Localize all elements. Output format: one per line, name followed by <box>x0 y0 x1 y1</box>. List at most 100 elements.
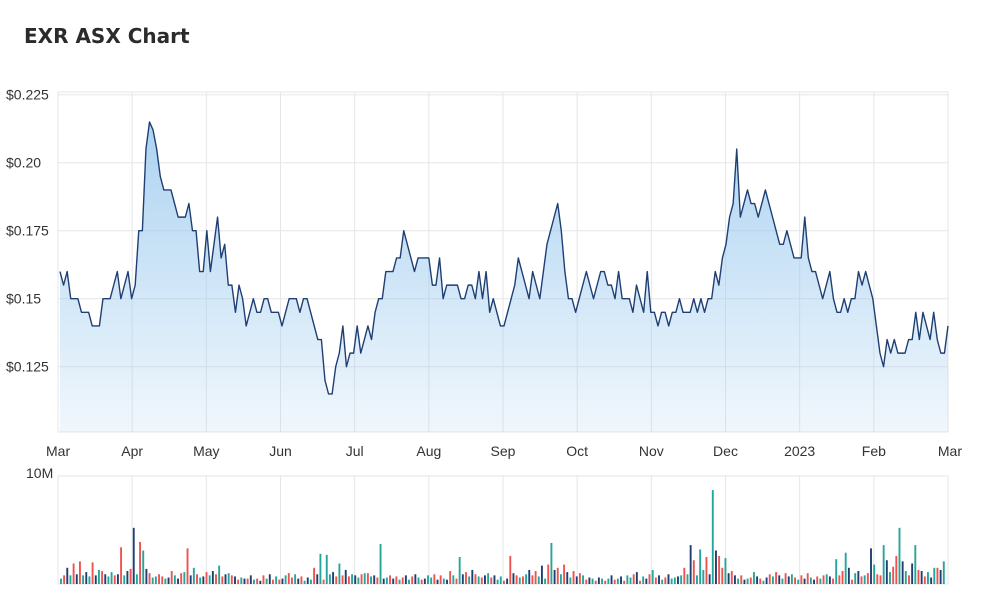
volume-bar <box>471 569 474 584</box>
volume-bar <box>506 578 509 584</box>
volume-bar <box>759 578 762 584</box>
volume-bar <box>154 576 157 584</box>
volume-bar <box>341 575 344 584</box>
volume-bar <box>797 579 800 584</box>
volume-bar <box>351 574 354 584</box>
volume-bar <box>854 573 857 584</box>
volume-bar <box>667 574 670 584</box>
volume-bar <box>332 572 335 584</box>
volume-bar <box>737 578 740 584</box>
volume-bar <box>104 574 107 584</box>
volume-bar <box>322 579 325 584</box>
volume-bar <box>892 566 895 584</box>
volume-y-tick-label: 10M <box>26 465 53 481</box>
volume-bar <box>272 579 274 584</box>
volume-bar <box>575 576 578 584</box>
volume-bar <box>521 576 524 584</box>
volume-bar <box>860 576 863 584</box>
volume-bar <box>268 574 271 584</box>
volume-bar <box>328 574 331 584</box>
volume-bar <box>442 578 445 584</box>
volume-bar <box>882 545 885 584</box>
volume-bar <box>629 577 632 584</box>
volume-bar <box>578 573 581 584</box>
volume-bar <box>208 575 211 584</box>
volume-bar <box>66 567 69 584</box>
volume-bar <box>911 563 914 584</box>
volume-bar <box>689 545 692 584</box>
volume-bar <box>196 574 198 584</box>
volume-bar <box>300 576 303 584</box>
volume-bar <box>616 578 619 584</box>
volume-bar <box>401 577 404 584</box>
volume-bar <box>683 567 686 584</box>
volume-bar <box>436 579 439 584</box>
volume-bar <box>414 574 417 584</box>
volume-bar <box>531 575 534 584</box>
volume-bar <box>278 579 281 584</box>
volume-bar <box>420 579 423 584</box>
volume-bar <box>294 574 297 584</box>
volume-bars <box>60 490 945 584</box>
volume-bar <box>78 561 81 584</box>
volume-bar <box>360 574 363 584</box>
price-line <box>59 121 949 395</box>
volume-bar <box>446 579 448 584</box>
volume-bar <box>525 574 528 584</box>
volume-bar <box>566 572 569 584</box>
volume-bar <box>895 555 898 584</box>
volume-bar <box>904 571 907 584</box>
volume-bar <box>553 569 556 584</box>
volume-bar <box>490 577 493 584</box>
volume-bar <box>202 576 205 584</box>
volume-bar <box>439 575 442 584</box>
volume-bar <box>189 575 192 584</box>
volume-bar <box>227 573 230 584</box>
volume-bar <box>91 562 94 584</box>
volume-bar <box>914 545 917 584</box>
volume-bar <box>389 575 391 584</box>
volume-bar <box>275 576 278 584</box>
volume-bar <box>809 577 812 584</box>
volume-bar <box>718 555 721 584</box>
volume-bar <box>230 575 233 584</box>
volume-bar <box>771 576 774 584</box>
volume-bar <box>484 575 486 584</box>
volume-bar <box>363 573 366 584</box>
volume-bar <box>645 578 648 584</box>
volume-bar <box>392 578 395 584</box>
price-x-tick-label: Mar <box>46 443 70 459</box>
volume-bar <box>199 577 202 584</box>
price-x-tick-label: Mar <box>938 443 962 459</box>
volume-bar <box>651 569 654 584</box>
volume-bar <box>366 573 369 584</box>
volume-bar <box>455 578 458 584</box>
volume-bar <box>680 575 683 584</box>
volume-bar <box>664 577 667 584</box>
volume-bar <box>582 575 585 584</box>
volume-bar <box>733 575 736 584</box>
volume-bar <box>870 548 872 584</box>
volume-bar <box>702 569 705 584</box>
price-x-tick-label: Nov <box>639 443 664 459</box>
volume-bar <box>88 576 91 584</box>
volume-bar <box>765 577 768 584</box>
volume-bar <box>430 577 433 584</box>
volume-bar <box>841 571 844 584</box>
volume-bar <box>164 578 167 584</box>
volume-bar <box>740 575 743 584</box>
volume-bar <box>474 574 477 584</box>
volume-bar <box>607 578 610 584</box>
volume-bar <box>673 577 676 584</box>
volume-bar <box>215 574 217 584</box>
volume-bar <box>661 579 664 584</box>
volume-bar <box>813 579 815 584</box>
volume-bar <box>370 576 372 584</box>
volume-bar <box>75 574 78 584</box>
price-x-tick-label: May <box>193 443 219 459</box>
volume-bar <box>762 580 765 584</box>
volume-bar <box>148 573 151 584</box>
volume-bar <box>654 577 657 584</box>
volume-bar <box>192 567 195 584</box>
volume-bar <box>338 563 341 584</box>
